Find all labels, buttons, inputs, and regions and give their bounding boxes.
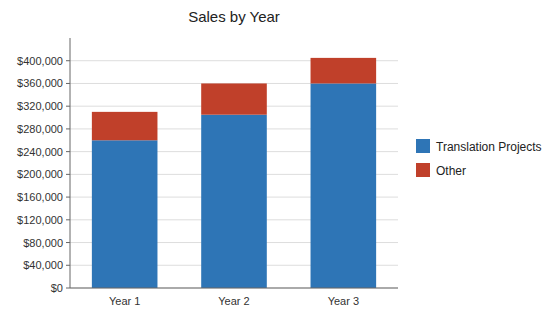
y-tick-label: $120,000 <box>17 214 63 226</box>
y-tick <box>66 197 70 198</box>
grid <box>70 61 398 288</box>
y-tick <box>66 219 70 220</box>
y-tick <box>66 128 70 129</box>
y-tick <box>66 288 70 289</box>
bar <box>92 112 158 140</box>
grid-line <box>70 288 398 289</box>
x-tick-label: Year 3 <box>328 295 359 307</box>
bars <box>92 58 376 288</box>
y-tick <box>66 151 70 152</box>
x-axis-line <box>70 288 398 289</box>
y-tick <box>66 174 70 175</box>
y-tick <box>66 83 70 84</box>
y-tick-label: $400,000 <box>17 55 63 67</box>
title: Sales by Year <box>188 8 280 25</box>
y-axis-line <box>70 38 71 288</box>
y-tick-label: $320,000 <box>17 100 63 112</box>
bar <box>201 83 267 114</box>
legend-label: Translation Projects <box>436 140 542 154</box>
y-tick-label: $80,000 <box>23 237 63 249</box>
y-tick <box>66 60 70 61</box>
y-tick-label: $40,000 <box>23 259 63 271</box>
x-ticks: Year 1 Year 2 Year 3 <box>109 295 359 307</box>
legend: Translation Projects Other <box>416 139 542 178</box>
y-tick-label: $360,000 <box>17 77 63 89</box>
y-tick <box>66 265 70 266</box>
y-ticks: $0 $40,000 $80,000 $120,000 $160,000 $200,000… <box>17 55 70 294</box>
x-tick-label: Year 2 <box>218 295 249 307</box>
y-tick-label: $240,000 <box>17 146 63 158</box>
y-tick <box>66 106 70 107</box>
y-tick-label: $160,000 <box>17 191 63 203</box>
bar <box>311 58 377 84</box>
y-tick <box>66 242 70 243</box>
y-tick-label: $200,000 <box>17 168 63 180</box>
y-tick-label: $280,000 <box>17 123 63 135</box>
bar <box>92 140 158 288</box>
y-tick-label: $0 <box>51 282 63 294</box>
x-tick-label: Year 1 <box>109 295 140 307</box>
bar <box>201 115 267 288</box>
bar <box>311 83 377 288</box>
legend-label: Other <box>436 164 466 178</box>
chart: Sales by Year $0 $40,000 $80,000 $120,000 $16… <box>0 0 550 318</box>
legend-swatch <box>416 163 430 177</box>
legend-swatch <box>416 139 430 153</box>
